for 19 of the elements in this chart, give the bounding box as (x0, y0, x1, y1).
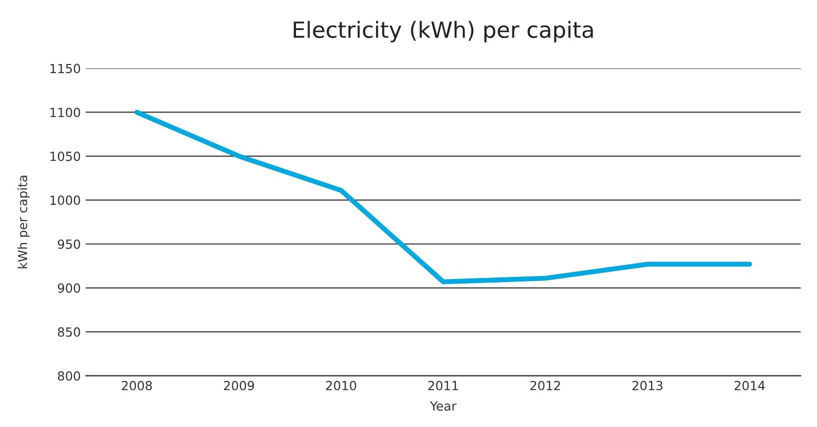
x-tick-label: 2010 (326, 380, 356, 390)
y-tick-label: 950 (58, 239, 80, 249)
y-tick-label: 1100 (50, 108, 80, 118)
x-axis-title: Year (430, 401, 456, 411)
chart-title: Electricity (kWh) per capita (294, 20, 593, 42)
y-tick-label: 1050 (50, 152, 80, 162)
y-tick-label: 1000 (50, 196, 80, 206)
x-tick-label: 2008 (122, 380, 152, 390)
x-tick-label: 2012 (530, 380, 560, 390)
x-tick-label: 2013 (632, 380, 662, 390)
x-tick-label: 2014 (734, 380, 765, 390)
y-tick-label: 850 (58, 327, 80, 337)
line-series (134, 110, 752, 284)
y-tick-label: 900 (58, 283, 80, 293)
y-tick-label: 800 (58, 371, 80, 381)
x-tick-label: 2009 (224, 380, 254, 390)
y-tick-label: 1150 (50, 64, 80, 74)
x-tick-label: 2011 (428, 380, 458, 390)
y-axis-title: kWh per capita (18, 176, 30, 268)
